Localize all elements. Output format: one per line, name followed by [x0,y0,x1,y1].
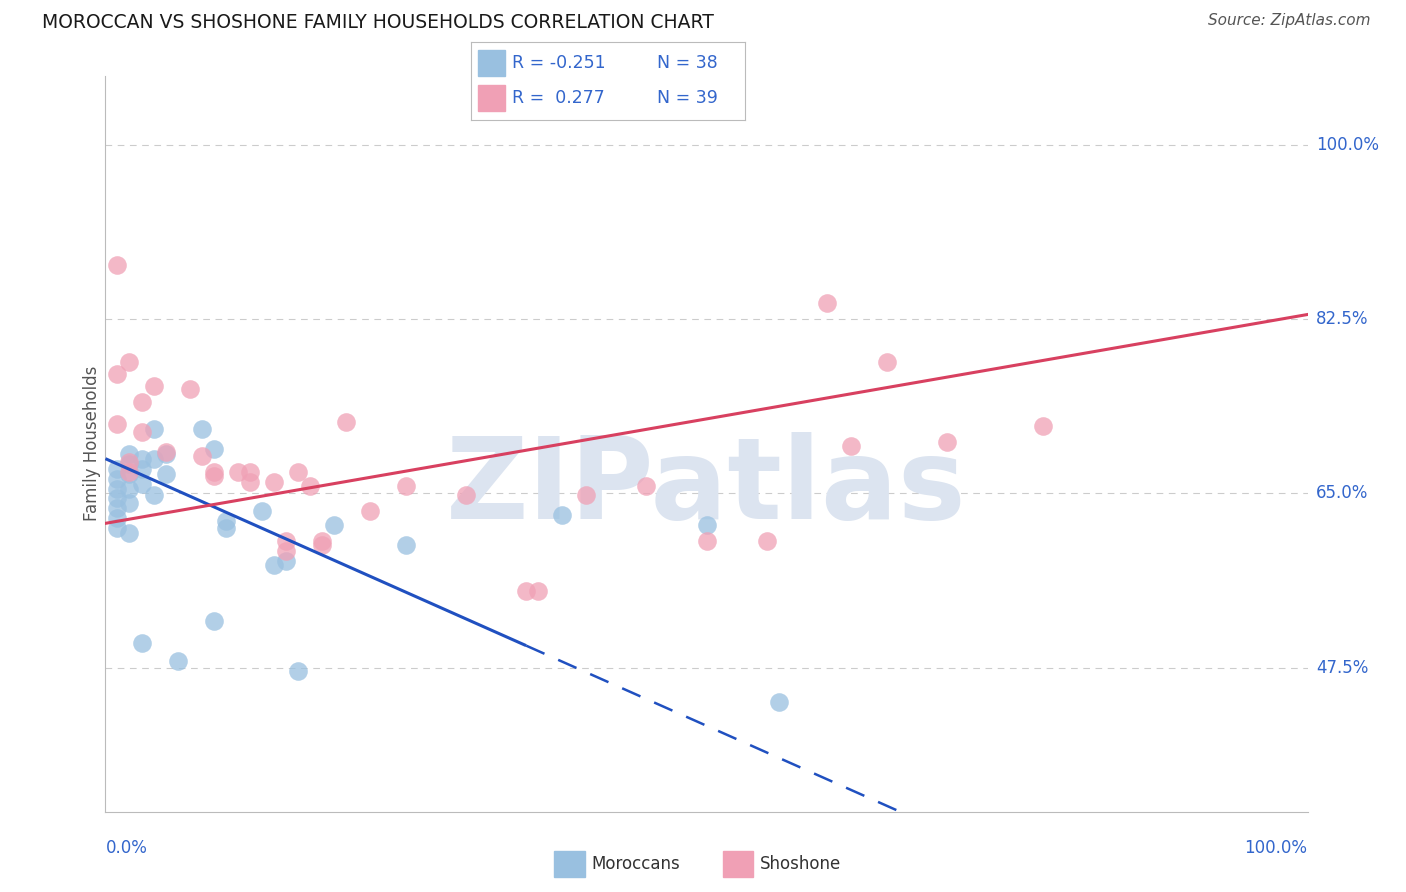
Point [107,417,129,431]
Point [636,478,658,492]
Point [311,534,333,549]
Point [118,467,141,481]
Text: ZIPatlas: ZIPatlas [446,433,967,543]
Text: Shoshone: Shoshone [761,855,841,873]
Text: 47.5%: 47.5% [1316,658,1368,676]
Point [107,258,129,272]
Point [876,355,898,369]
Y-axis label: Family Households: Family Households [83,366,101,522]
Text: 0.0%: 0.0% [105,839,148,857]
Point [142,488,165,502]
Point [335,415,357,429]
Point [202,614,225,628]
Point [107,511,129,525]
Point [131,476,153,491]
Point [239,475,262,489]
Point [515,584,537,599]
Point [202,465,225,479]
Point [839,439,862,453]
Point [214,521,236,535]
Point [202,468,225,483]
Point [107,461,129,475]
Point [250,504,273,518]
Point [118,482,141,496]
Point [118,465,141,479]
Text: R = -0.251: R = -0.251 [512,54,606,71]
Point [107,472,129,486]
Bar [723,852,754,877]
Point [696,518,718,533]
Text: MOROCCAN VS SHOSHONE FAMILY HOUSEHOLDS CORRELATION CHART: MOROCCAN VS SHOSHONE FAMILY HOUSEHOLDS C… [42,13,714,32]
Point [202,442,225,456]
Bar [554,852,585,877]
Point [263,475,285,489]
Point [395,478,418,492]
Point [118,496,141,510]
Point [131,461,153,475]
Point [179,382,201,396]
Text: R =  0.277: R = 0.277 [512,89,605,107]
Point [118,455,141,469]
Text: Moroccans: Moroccans [592,855,681,873]
Point [274,544,297,558]
Point [131,451,153,466]
Point [118,355,141,369]
Bar [478,50,505,76]
Point [214,514,236,528]
Point [274,554,297,568]
Text: 100.0%: 100.0% [1244,839,1308,857]
Point [155,447,177,461]
Bar [478,85,505,111]
Point [142,379,165,393]
Point [696,534,718,549]
Point [166,654,188,668]
Text: N = 39: N = 39 [658,89,718,107]
Text: 100.0%: 100.0% [1316,136,1379,154]
Point [226,465,249,479]
Point [118,447,141,461]
Point [107,367,129,381]
Point [287,664,309,678]
Point [131,635,153,649]
Point [575,488,598,502]
Point [274,534,297,549]
Point [142,422,165,436]
Point [322,518,344,533]
Point [118,457,141,471]
Point [107,501,129,516]
Point [239,465,262,479]
Point [131,425,153,439]
Point [131,395,153,409]
Point [107,491,129,506]
Point [190,449,212,463]
Point [118,526,141,541]
Point [815,295,838,310]
Text: 65.0%: 65.0% [1316,484,1368,502]
Point [263,558,285,573]
Point [936,434,959,449]
Point [755,534,778,549]
Point [155,444,177,458]
Point [142,451,165,466]
Point [107,482,129,496]
Point [155,467,177,481]
Point [1032,418,1054,433]
Point [454,488,477,502]
Point [768,695,790,709]
Point [359,504,381,518]
Point [527,584,550,599]
Point [395,538,418,552]
Text: 82.5%: 82.5% [1316,310,1368,328]
Point [107,521,129,535]
Point [311,538,333,552]
Point [551,508,574,523]
Text: Source: ZipAtlas.com: Source: ZipAtlas.com [1208,13,1371,29]
Point [287,465,309,479]
Text: N = 38: N = 38 [658,54,718,71]
Point [190,422,212,436]
Point [298,478,321,492]
